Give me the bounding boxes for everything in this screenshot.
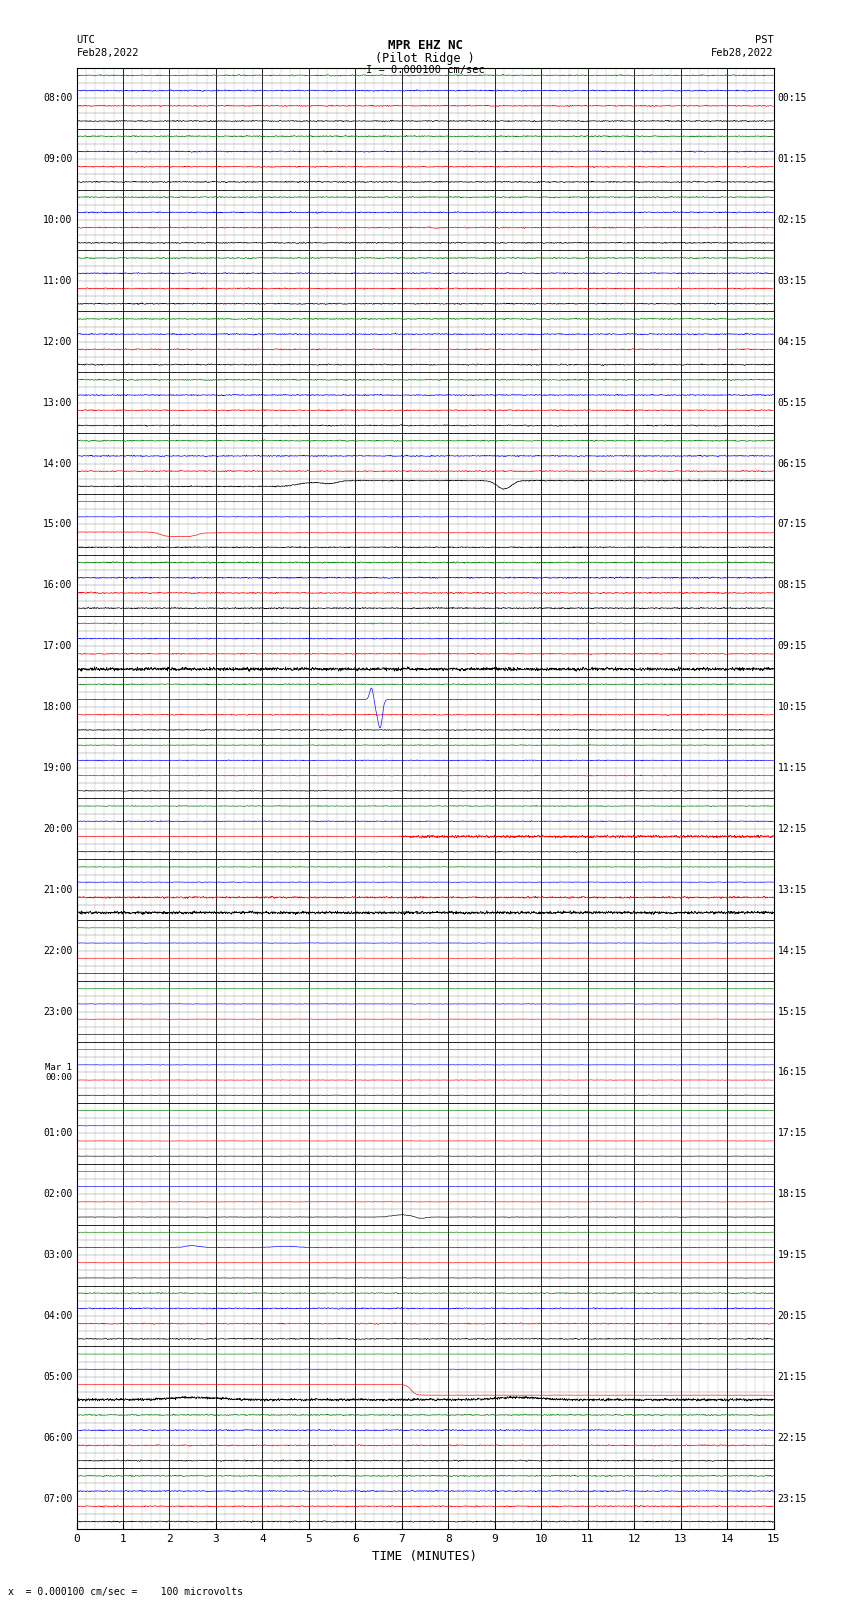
Text: 05:00: 05:00	[42, 1373, 72, 1382]
Text: 21:15: 21:15	[778, 1373, 807, 1382]
Text: 08:15: 08:15	[778, 581, 807, 590]
Text: 16:00: 16:00	[42, 581, 72, 590]
Text: 13:00: 13:00	[42, 398, 72, 408]
Text: 18:15: 18:15	[778, 1189, 807, 1198]
Text: Feb28,2022: Feb28,2022	[76, 48, 139, 58]
Text: Feb28,2022: Feb28,2022	[711, 48, 774, 58]
Text: 13:15: 13:15	[778, 886, 807, 895]
Text: 04:15: 04:15	[778, 337, 807, 347]
Text: 10:15: 10:15	[778, 702, 807, 711]
Text: 05:15: 05:15	[778, 398, 807, 408]
Text: 17:15: 17:15	[778, 1129, 807, 1139]
Text: 07:15: 07:15	[778, 519, 807, 529]
Text: 06:15: 06:15	[778, 458, 807, 468]
Text: 10:00: 10:00	[42, 215, 72, 224]
Text: 01:15: 01:15	[778, 155, 807, 165]
Text: 20:00: 20:00	[42, 824, 72, 834]
Text: 02:00: 02:00	[42, 1189, 72, 1198]
Text: 06:00: 06:00	[42, 1432, 72, 1442]
X-axis label: TIME (MINUTES): TIME (MINUTES)	[372, 1550, 478, 1563]
Text: 07:00: 07:00	[42, 1494, 72, 1503]
Text: 15:15: 15:15	[778, 1007, 807, 1016]
Text: 21:00: 21:00	[42, 886, 72, 895]
Text: 03:00: 03:00	[42, 1250, 72, 1260]
Text: 22:15: 22:15	[778, 1432, 807, 1442]
Text: 04:00: 04:00	[42, 1311, 72, 1321]
Text: 12:00: 12:00	[42, 337, 72, 347]
Text: 20:15: 20:15	[778, 1311, 807, 1321]
Text: 16:15: 16:15	[778, 1068, 807, 1077]
Text: 19:00: 19:00	[42, 763, 72, 773]
Text: 23:15: 23:15	[778, 1494, 807, 1503]
Text: MPR EHZ NC: MPR EHZ NC	[388, 39, 462, 52]
Text: (Pilot Ridge ): (Pilot Ridge )	[375, 52, 475, 65]
Text: 12:15: 12:15	[778, 824, 807, 834]
Text: 19:15: 19:15	[778, 1250, 807, 1260]
Text: I = 0.000100 cm/sec: I = 0.000100 cm/sec	[366, 65, 484, 74]
Text: 03:15: 03:15	[778, 276, 807, 286]
Text: 15:00: 15:00	[42, 519, 72, 529]
Text: 09:15: 09:15	[778, 642, 807, 652]
Text: 23:00: 23:00	[42, 1007, 72, 1016]
Text: 11:00: 11:00	[42, 276, 72, 286]
Text: 17:00: 17:00	[42, 642, 72, 652]
Text: 11:15: 11:15	[778, 763, 807, 773]
Text: 00:00: 00:00	[45, 1073, 72, 1082]
Text: PST: PST	[755, 35, 774, 45]
Text: 00:15: 00:15	[778, 94, 807, 103]
Text: Mar 1: Mar 1	[45, 1063, 72, 1073]
Text: 08:00: 08:00	[42, 94, 72, 103]
Text: 14:15: 14:15	[778, 945, 807, 955]
Text: UTC: UTC	[76, 35, 95, 45]
Text: x  = 0.000100 cm/sec =    100 microvolts: x = 0.000100 cm/sec = 100 microvolts	[8, 1587, 243, 1597]
Text: 09:00: 09:00	[42, 155, 72, 165]
Text: 18:00: 18:00	[42, 702, 72, 711]
Text: 14:00: 14:00	[42, 458, 72, 468]
Text: 02:15: 02:15	[778, 215, 807, 224]
Text: 22:00: 22:00	[42, 945, 72, 955]
Text: 01:00: 01:00	[42, 1129, 72, 1139]
